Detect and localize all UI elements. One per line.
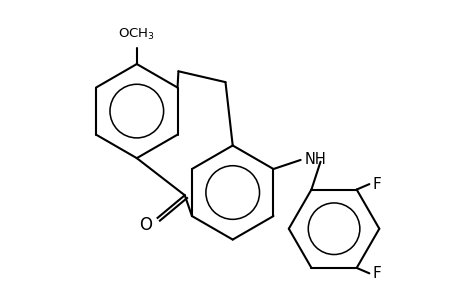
Text: OCH$_3$: OCH$_3$ [118, 27, 155, 42]
Text: O: O [139, 216, 152, 234]
Text: F: F [371, 177, 380, 192]
Text: F: F [371, 266, 380, 281]
Text: NH: NH [303, 152, 325, 167]
